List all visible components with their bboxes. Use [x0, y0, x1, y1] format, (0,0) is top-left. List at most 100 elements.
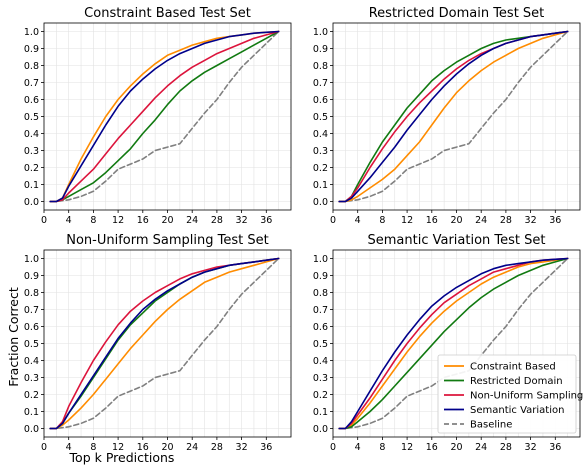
- x-tick-label: 16: [426, 215, 438, 226]
- x-tick-label: 36: [549, 215, 561, 226]
- y-tick-label: 0.5: [313, 112, 328, 123]
- series-line-constraint-based: [338, 30, 569, 203]
- y-tick-label: 0.7: [24, 305, 39, 316]
- x-tick-label: 4: [355, 442, 361, 453]
- y-tick-label: 0.5: [313, 339, 328, 350]
- y-tick-label: 0.3: [24, 146, 39, 157]
- chart-panel: 0 4 8 12 16 20 24 28 32 36 0.0 0.1 0.2 0.3 0.4 0.5 0.6 0.…: [313, 6, 581, 226]
- shared-y-axis-label: Fraction Correct: [6, 287, 21, 387]
- y-tick-label: 0.5: [24, 339, 39, 350]
- y-tick-label: 0.6: [313, 95, 328, 106]
- series-line-baseline: [49, 257, 280, 430]
- y-tick-label: 0.4: [313, 129, 328, 140]
- y-tick-label: 0.1: [24, 407, 39, 418]
- x-tick-label: 12: [112, 215, 124, 226]
- shared-x-axis-label: Top k Predictions: [69, 450, 175, 465]
- series-line-semantic-variation: [338, 30, 569, 203]
- legend-entry-label: Non-Uniform Sampling: [470, 391, 583, 402]
- y-tick-label: 0.2: [313, 163, 328, 174]
- series-line-constraint-based: [49, 257, 280, 430]
- x-tick-label: 12: [401, 215, 413, 226]
- x-tick-label: 16: [426, 442, 438, 453]
- y-tick-label: 0.2: [24, 390, 39, 401]
- chart-title: Constraint Based Test Set: [84, 6, 251, 21]
- y-tick-label: 1.0: [313, 27, 328, 38]
- series-line-restricted-domain: [49, 30, 280, 203]
- legend-entry-label: Restricted Domain: [470, 376, 563, 387]
- legend-entry-label: Constraint Based: [470, 362, 556, 373]
- y-tick-label: 0.7: [24, 78, 39, 89]
- y-tick-label: 0.8: [313, 288, 328, 299]
- x-tick-label: 24: [186, 215, 198, 226]
- y-tick-label: 0.3: [313, 373, 328, 384]
- y-tick-label: 0.1: [313, 180, 328, 191]
- y-tick-label: 0.9: [24, 271, 39, 282]
- legend-entry-label: Semantic Variation: [470, 405, 564, 416]
- x-tick-label: 20: [161, 442, 173, 453]
- series-line-restricted-domain: [338, 257, 569, 430]
- y-tick-label: 0.3: [313, 146, 328, 157]
- y-tick-label: 1.0: [313, 254, 328, 265]
- x-tick-label: 32: [236, 215, 248, 226]
- series-line-semantic-variation: [338, 257, 569, 430]
- series-line-baseline: [49, 30, 280, 203]
- y-tick-label: 0.7: [313, 305, 328, 316]
- y-tick-label: 0.7: [313, 78, 328, 89]
- x-tick-label: 20: [450, 215, 462, 226]
- legend: Constraint Based Restricted Domain Non-Uni…: [437, 354, 583, 434]
- x-tick-label: 12: [401, 442, 413, 453]
- y-tick-label: 1.0: [24, 27, 39, 38]
- x-tick-label: 20: [161, 215, 173, 226]
- y-tick-label: 0.0: [313, 197, 328, 208]
- x-tick-label: 24: [475, 215, 487, 226]
- y-tick-label: 0.4: [24, 129, 39, 140]
- chart-panel: 0 4 8 12 16 20 24 28 32 36 0.0 0.1 0.2 0.3 0.4 0.5 0.6 0.…: [24, 233, 292, 453]
- x-tick-label: 0: [330, 215, 336, 226]
- x-tick-label: 20: [450, 442, 462, 453]
- x-tick-label: 28: [500, 442, 512, 453]
- series-line-baseline: [338, 257, 569, 430]
- x-tick-label: 32: [525, 442, 537, 453]
- y-tick-label: 0.8: [24, 61, 39, 72]
- x-tick-label: 24: [186, 442, 198, 453]
- x-tick-label: 28: [500, 215, 512, 226]
- x-tick-label: 0: [41, 442, 47, 453]
- x-tick-label: 8: [90, 442, 96, 453]
- chart-title: Restricted Domain Test Set: [369, 6, 545, 21]
- x-tick-label: 28: [211, 215, 223, 226]
- x-tick-label: 8: [379, 442, 385, 453]
- y-tick-label: 0.1: [24, 180, 39, 191]
- y-tick-label: 0.0: [24, 197, 39, 208]
- y-tick-label: 0.2: [313, 390, 328, 401]
- y-tick-label: 0.0: [24, 424, 39, 435]
- x-tick-label: 0: [330, 442, 336, 453]
- x-tick-label: 36: [549, 442, 561, 453]
- y-tick-label: 0.6: [24, 95, 39, 106]
- series-line-constraint-based: [338, 257, 569, 430]
- y-tick-label: 0.8: [24, 288, 39, 299]
- chart-panel: 0 4 8 12 16 20 24 28 32 36 0.0 0.1 0.2 0.3 0.4 0.5 0.6 0.…: [24, 6, 292, 226]
- x-tick-label: 4: [355, 215, 361, 226]
- y-tick-label: 0.2: [24, 163, 39, 174]
- y-tick-label: 0.6: [313, 322, 328, 333]
- y-tick-label: 0.5: [24, 112, 39, 123]
- x-tick-label: 32: [236, 442, 248, 453]
- y-tick-label: 0.9: [24, 44, 39, 55]
- x-tick-label: 24: [475, 442, 487, 453]
- legend-box: [437, 354, 577, 434]
- x-tick-label: 16: [137, 215, 149, 226]
- chart-title: Non-Uniform Sampling Test Set: [66, 233, 268, 248]
- x-tick-label: 4: [66, 215, 72, 226]
- y-tick-label: 0.3: [24, 373, 39, 384]
- y-tick-label: 0.0: [313, 424, 328, 435]
- chart-title: Semantic Variation Test Set: [368, 233, 546, 248]
- series-line-non-uniform-sampling: [49, 30, 280, 203]
- y-tick-label: 0.4: [24, 356, 39, 367]
- x-tick-label: 8: [90, 215, 96, 226]
- series-line-baseline: [338, 30, 569, 203]
- x-tick-label: 8: [379, 215, 385, 226]
- x-tick-label: 36: [260, 442, 272, 453]
- y-tick-label: 0.6: [24, 322, 39, 333]
- x-tick-label: 16: [137, 442, 149, 453]
